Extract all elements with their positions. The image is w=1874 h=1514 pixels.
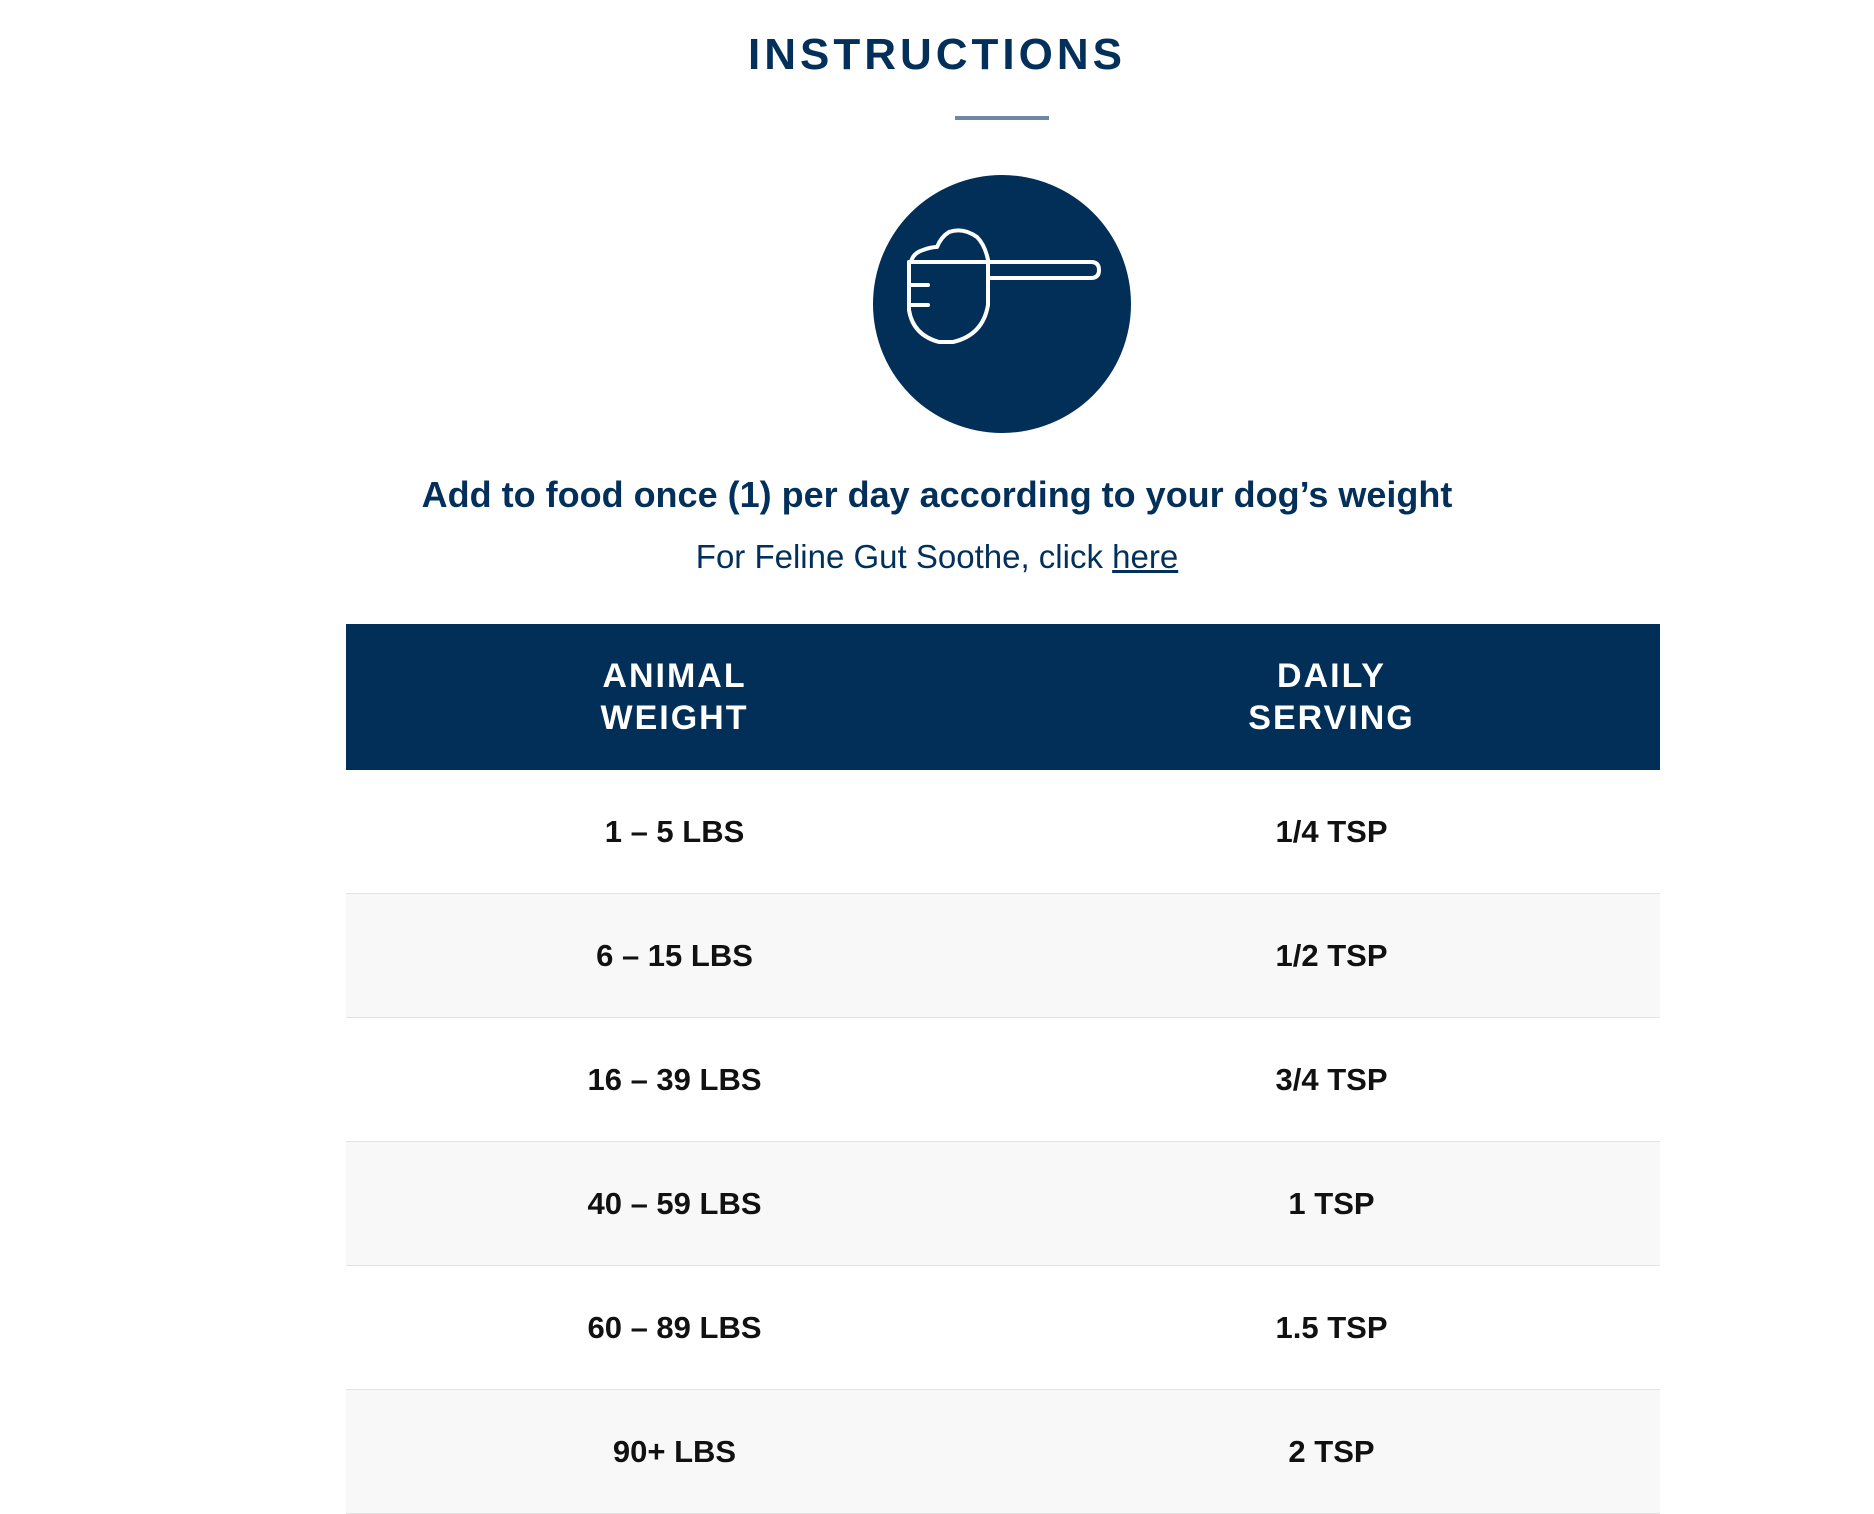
table-row: 40 – 59 LBS 1 TSP <box>346 1141 1660 1266</box>
serving-cell: 1.5 TSP <box>1003 1265 1660 1390</box>
measuring-scoop-icon <box>907 228 1101 344</box>
header-line: ANIMAL <box>602 657 747 695</box>
feline-note-text: For Feline Gut Soothe, click <box>695 538 1113 575</box>
dosage-heading: Add to food once (1) per day according t… <box>421 474 1453 515</box>
weight-cell: 1 – 5 LBS <box>346 770 1003 894</box>
title-divider <box>955 116 1049 120</box>
table-row: 1 – 5 LBS 1/4 TSP <box>346 770 1660 894</box>
serving-cell: 3/4 TSP <box>1003 1017 1660 1142</box>
serving-cell: 1/2 TSP <box>1003 893 1660 1018</box>
serving-cell: 1 TSP <box>1003 1141 1660 1266</box>
table-row: 90+ LBS 2 TSP <box>346 1389 1660 1514</box>
page-title: INSTRUCTIONS <box>748 30 1126 79</box>
weight-cell: 6 – 15 LBS <box>346 893 1003 1018</box>
feline-here-link[interactable]: here <box>1112 538 1179 575</box>
table-row: 6 – 15 LBS 1/2 TSP <box>346 893 1660 1018</box>
header-animal-weight: ANIMAL WEIGHT <box>346 624 1003 770</box>
feline-note: For Feline Gut Soothe, click here <box>0 538 1874 576</box>
scoop-badge <box>873 175 1131 433</box>
dosage-table: ANIMAL WEIGHT DAILY SERVING 1 – 5 LBS 1/4 T… <box>346 624 1660 1514</box>
header-daily-serving: DAILY SERVING <box>1003 624 1660 770</box>
table-header-row: ANIMAL WEIGHT DAILY SERVING <box>346 624 1660 770</box>
weight-cell: 90+ LBS <box>346 1389 1003 1514</box>
header-line: SERVING <box>1248 699 1415 737</box>
weight-cell: 60 – 89 LBS <box>346 1265 1003 1390</box>
header-line: WEIGHT <box>600 699 749 737</box>
table-row: 60 – 89 LBS 1.5 TSP <box>346 1265 1660 1390</box>
table-row: 16 – 39 LBS 3/4 TSP <box>346 1017 1660 1142</box>
weight-cell: 16 – 39 LBS <box>346 1017 1003 1142</box>
header-line: DAILY <box>1277 657 1386 695</box>
serving-cell: 1/4 TSP <box>1003 770 1660 894</box>
weight-cell: 40 – 59 LBS <box>346 1141 1003 1266</box>
serving-cell: 2 TSP <box>1003 1389 1660 1514</box>
